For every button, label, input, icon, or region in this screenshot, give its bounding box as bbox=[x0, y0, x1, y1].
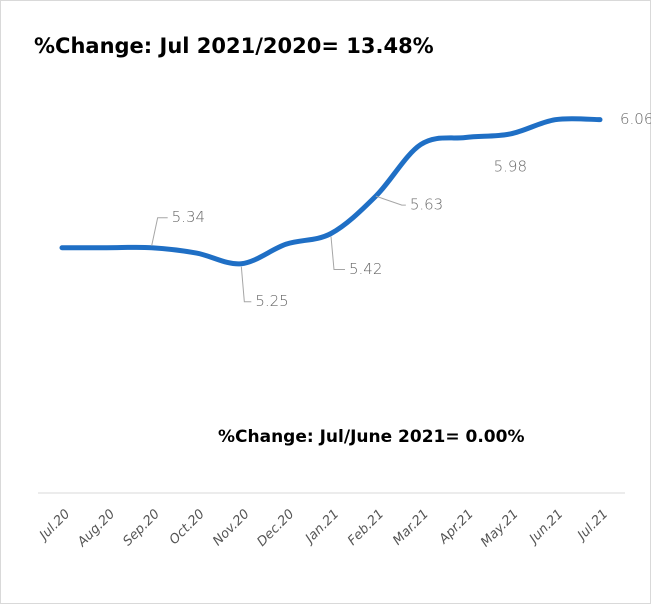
leader bbox=[330, 236, 345, 270]
chart-title: %Change: Jul 2021/2020= 13.48% bbox=[34, 34, 434, 58]
data-label: 5.34 bbox=[172, 208, 205, 226]
leader bbox=[240, 266, 252, 303]
data-label: 5.63 bbox=[410, 196, 443, 214]
data-label: 5.42 bbox=[349, 260, 382, 278]
leader bbox=[151, 217, 168, 246]
data-label: 6.06 bbox=[620, 110, 651, 128]
line bbox=[59, 116, 603, 267]
leader bbox=[375, 195, 406, 206]
annotation: %Change: Jul/June 2021= 0.00% bbox=[218, 427, 525, 447]
data-label: 5.98 bbox=[494, 157, 527, 175]
data-label: 5.25 bbox=[255, 292, 288, 310]
